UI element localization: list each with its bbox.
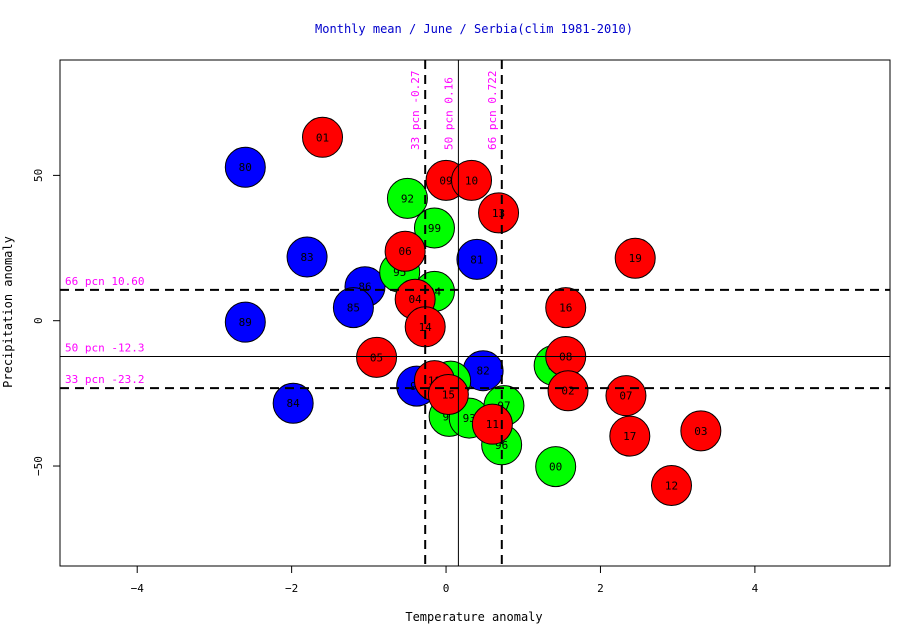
point-marker [356, 336, 398, 378]
x-tick-label: −2 [285, 582, 298, 595]
point-marker [609, 415, 651, 457]
point-marker [456, 238, 498, 280]
data-point: 14 [404, 306, 446, 348]
point-marker [451, 159, 493, 201]
points-layer: 8083868985849081829299950487919397969800… [224, 116, 722, 506]
point-label: 14 [419, 321, 433, 334]
x-tick-label: −4 [131, 582, 145, 595]
data-point: 03 [680, 410, 722, 452]
chart-title: Monthly mean / June / Serbia(clim 1981-2… [315, 22, 633, 36]
threshold-label-horizontal: 66 pcn 10.60 [65, 275, 144, 288]
data-point: 84 [272, 382, 314, 424]
point-label: 13 [492, 207, 505, 220]
point-label: 00 [549, 461, 562, 474]
point-marker [272, 382, 314, 424]
point-label: 89 [239, 316, 252, 329]
data-point: 83 [286, 236, 328, 278]
point-marker [547, 370, 589, 412]
point-marker [286, 236, 328, 278]
x-tick-label: 0 [443, 582, 450, 595]
point-marker [224, 301, 266, 343]
point-label: 83 [300, 251, 313, 264]
point-label: 92 [401, 192, 414, 205]
point-marker [471, 403, 513, 445]
plot-frame [59, 59, 891, 567]
point-marker [478, 192, 520, 234]
point-marker [224, 146, 266, 188]
y-axis-label: Precipitation anomaly [1, 236, 15, 388]
data-point: 89 [224, 301, 266, 343]
point-label: 81 [470, 253, 483, 266]
data-point: 85 [332, 287, 374, 329]
point-marker [302, 116, 344, 158]
data-point: 17 [609, 415, 651, 457]
threshold-layer: 33 pcn -0.27 50 pcn 0.16 66 pcn 0.722 66 pc… [60, 60, 890, 566]
data-point: 81 [456, 238, 498, 280]
point-marker [332, 287, 374, 329]
point-label: 99 [428, 222, 441, 235]
data-point: 92 [386, 177, 428, 219]
data-point: 05 [356, 336, 398, 378]
data-point: 11 [471, 403, 513, 445]
data-point: 02 [547, 370, 589, 412]
data-point: 10 [451, 159, 493, 201]
data-point: 16 [545, 287, 587, 329]
point-label: 85 [347, 302, 360, 315]
point-marker [650, 464, 692, 506]
data-point: 12 [650, 464, 692, 506]
threshold-label-horizontal: 33 pcn -23.2 [65, 373, 144, 386]
data-point: 15 [427, 374, 469, 416]
point-label: 10 [465, 174, 478, 187]
data-point: 07 [605, 375, 647, 417]
point-label: 15 [442, 389, 455, 402]
threshold-label-vertical: 33 pcn -0.27 [409, 71, 422, 150]
point-label: 04 [409, 293, 423, 306]
point-label: 07 [619, 390, 632, 403]
threshold-label-vertical: 50 pcn 0.16 [442, 77, 455, 150]
point-label: 03 [694, 425, 707, 438]
x-axis-label: Temperature anomaly [405, 610, 542, 624]
point-label: 01 [316, 131, 329, 144]
point-marker [680, 410, 722, 452]
point-label: 84 [287, 397, 301, 410]
point-label: 11 [486, 418, 499, 431]
point-marker [386, 177, 428, 219]
data-point: 80 [224, 146, 266, 188]
y-tick-label: −50 [32, 456, 45, 476]
data-point: 13 [478, 192, 520, 234]
point-marker [605, 375, 647, 417]
threshold-label-vertical: 66 pcn 0.722 [486, 71, 499, 150]
threshold-label-horizontal: 50 pcn -12.3 [65, 341, 144, 354]
data-point: 01 [302, 116, 344, 158]
point-marker [614, 237, 656, 279]
data-point: 00 [535, 446, 577, 488]
point-label: 06 [399, 245, 412, 258]
point-label: 16 [559, 302, 572, 315]
data-point: 19 [614, 237, 656, 279]
point-label: 12 [665, 479, 678, 492]
point-label: 82 [476, 365, 489, 378]
point-label: 05 [370, 351, 383, 364]
point-label: 80 [239, 161, 252, 174]
y-tick-label: 50 [32, 169, 45, 182]
point-label: 02 [561, 385, 574, 398]
point-label: 19 [629, 252, 642, 265]
y-tick-label: 0 [32, 317, 45, 324]
data-point: 82 [462, 350, 504, 392]
point-marker [545, 287, 587, 329]
point-label: 17 [623, 430, 636, 443]
point-marker [535, 446, 577, 488]
x-tick-label: 2 [597, 582, 604, 595]
data-point: 06 [384, 230, 426, 272]
point-marker [384, 230, 426, 272]
x-tick-label: 4 [752, 582, 759, 595]
point-label: 09 [439, 174, 452, 187]
